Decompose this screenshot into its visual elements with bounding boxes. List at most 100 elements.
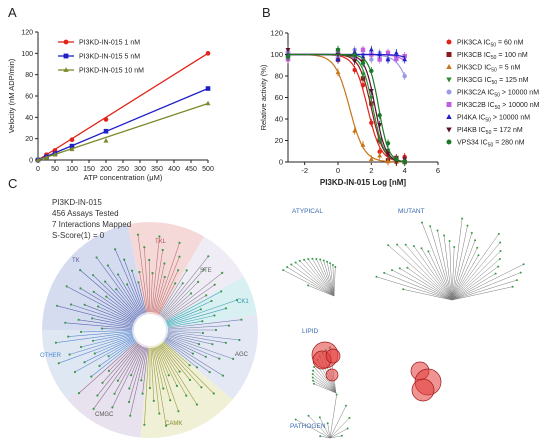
kinome-branch	[114, 345, 142, 394]
panel-a-x-tick-label: 200	[100, 166, 112, 173]
panel-b-data-point	[377, 152, 383, 158]
pathogen-leaf	[318, 416, 321, 419]
kinome-leaf-dot	[128, 387, 131, 390]
kinome-leaf-dot	[195, 403, 198, 406]
kinome-branch	[165, 291, 222, 322]
mutant-leaf	[383, 271, 386, 274]
kinome-leaf-dot	[213, 283, 216, 286]
kinome-leaf-dot	[221, 271, 224, 274]
mutant-branch	[451, 250, 501, 301]
kinome-leaf-dot	[220, 290, 223, 293]
kinome-leaf-dot	[107, 369, 110, 372]
atypical-leaf	[294, 261, 297, 264]
atypical-branch	[287, 266, 335, 297]
panel-b-fit-curve	[288, 53, 405, 163]
kinome-leaf-dot	[141, 392, 144, 395]
kinome-branch	[167, 320, 203, 328]
kinome-branch	[166, 299, 238, 325]
panel-a-legend: PI3KD-IN-015 1 nM PI3KD-IN-015 5 nM PI3KD-…	[58, 40, 144, 75]
kinome-branch	[81, 334, 133, 348]
panel-b-legend-label: PIK3CD IC50 = 5 nM	[457, 65, 521, 74]
panel-a-fit-line	[37, 87, 209, 161]
kinome-leaf-dot	[161, 248, 164, 252]
panel-b-y-tick-label: 0	[279, 158, 283, 167]
kinome-branch	[167, 333, 213, 345]
lipid-leaf	[311, 373, 314, 376]
kinome-branch	[114, 249, 144, 314]
kinome-leaf-dot	[224, 341, 227, 344]
kinome-branch	[115, 289, 139, 317]
kinome-leaf-dot	[158, 235, 161, 238]
panel-b-data-point	[369, 57, 374, 62]
pathogen-leaf	[340, 434, 343, 437]
panel-a-data-point	[103, 138, 109, 143]
kinome-branch	[161, 269, 205, 317]
kinome-branch	[74, 338, 135, 373]
kinome-leaf-dot	[79, 287, 82, 290]
kinome-leaf-dot	[69, 303, 73, 306]
kinome-branch	[130, 346, 144, 376]
pathogen-leaf	[346, 427, 349, 430]
panel-a-legend-marker	[63, 39, 69, 45]
kinome-leaf-dot	[127, 400, 131, 404]
mutant-leaf	[498, 258, 501, 260]
panel-letter-a: A	[8, 5, 17, 20]
kinome-leaf-dot	[92, 274, 95, 277]
panel-a-legend-label: PI3KD-IN-015 1 nM	[79, 40, 140, 47]
atypical-leaf	[311, 257, 314, 260]
kinome-leaf-dot	[68, 353, 71, 356]
panel-b-data-point	[394, 56, 399, 62]
panel-a-legend-label: PI3KD-IN-015 5 nM	[79, 54, 140, 61]
atypical-leaf	[334, 266, 337, 268]
kinome-leaf-dot	[214, 328, 218, 332]
panel-b-data-point	[360, 83, 366, 88]
mutant-branch	[451, 258, 500, 301]
mutant-branch	[403, 289, 453, 301]
kinome-leaf-dot	[232, 357, 235, 360]
panel-b-data-point	[360, 60, 366, 66]
mutant-branch	[451, 233, 500, 301]
kinome-leaf-dot	[140, 379, 143, 382]
lipid-branch	[312, 377, 337, 394]
panel-b-data-point	[385, 141, 391, 146]
atypical-branch	[295, 262, 335, 297]
kinome-leaf-dot	[65, 285, 68, 288]
kinome-leaf-dot	[238, 338, 241, 342]
mutant-branch	[405, 244, 453, 301]
kinome-branch	[93, 291, 136, 321]
side-label-mutant: MUTANT	[398, 208, 425, 215]
kinome-leaf-dot	[98, 364, 101, 367]
mutant-branch	[421, 222, 453, 301]
atypical-branch	[312, 258, 335, 297]
panel-b-data-point	[377, 123, 383, 128]
mutant-leaf	[511, 285, 514, 288]
kinome-leaf-dot	[67, 335, 70, 338]
mutant-branch	[451, 255, 479, 301]
kinome-leaf-dot	[100, 327, 104, 330]
kinome-leaf-dot	[106, 264, 109, 267]
kinome-leaf-dot	[201, 320, 204, 323]
panel-b-legend-marker	[446, 77, 452, 83]
kinome-leaf-dot	[185, 269, 188, 272]
panel-a-x-tick-label: 150	[83, 166, 95, 173]
atypical-branch	[319, 259, 335, 297]
panel-b-legend: PIK3CA IC50 = 60 nM PIK3CB IC50 = 100 nM P…	[446, 39, 540, 149]
kinome-branch	[78, 319, 133, 328]
pathogen-branch	[329, 428, 348, 439]
info-interactions: 7 Interactions Mapped	[52, 220, 131, 229]
panel-b-legend-label: PIK3CA IC50 = 60 nM	[457, 40, 524, 49]
atypical-branch	[283, 269, 335, 297]
kinome-branch	[96, 257, 140, 316]
panel-b-legend-marker	[446, 127, 452, 133]
kinome-leaf-dot	[56, 304, 59, 307]
kinome-branch	[91, 340, 137, 377]
panel-a-legend-marker	[63, 67, 69, 72]
kinome-leaf-dot	[148, 258, 151, 262]
group-label-ck1: CK1	[237, 299, 249, 305]
mutant-leaf	[497, 232, 500, 235]
panel-b-data-point	[369, 101, 374, 106]
panel-b-y-ticks: 0 20 40 60 80 100 120	[270, 29, 288, 167]
kinome-branch	[166, 309, 202, 324]
atypical-leaf	[307, 258, 310, 261]
kinome-leaf-dot	[199, 308, 202, 311]
